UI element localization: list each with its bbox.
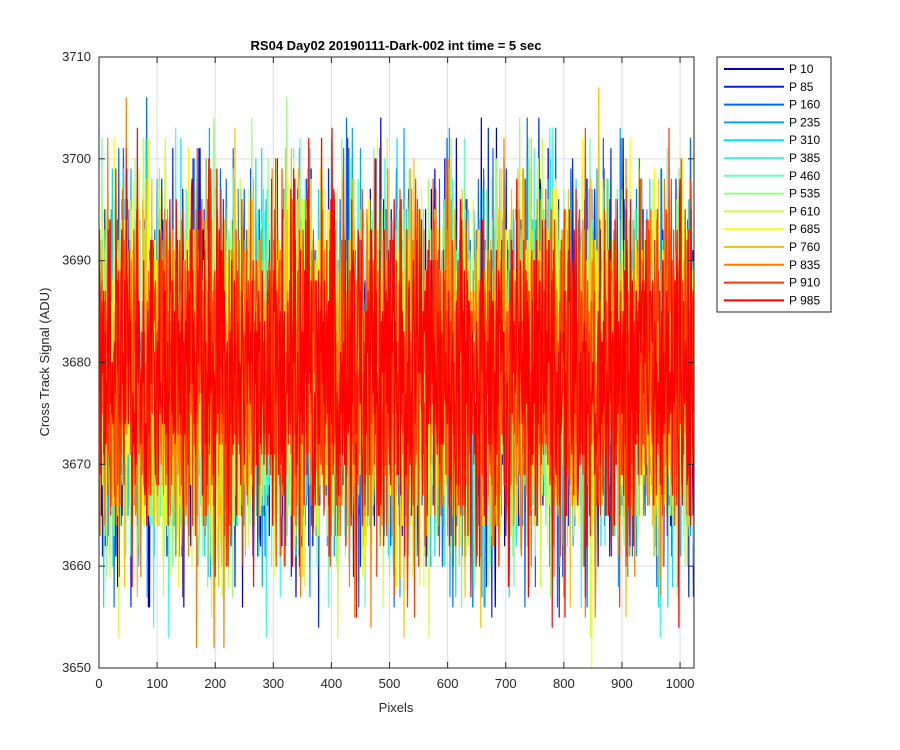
legend-label: P 610 — [789, 204, 820, 218]
series-layer — [99, 86, 694, 668]
x-tick-label: 200 — [204, 676, 226, 691]
legend-label: P 760 — [789, 240, 820, 254]
y-axis: 3650 3660 3670 3680 3690 3700 3710 — [62, 49, 694, 675]
x-tick-label: 800 — [553, 676, 575, 691]
legend-label: P 985 — [789, 293, 820, 307]
x-tick-label: 500 — [379, 676, 401, 691]
y-tick-label: 3660 — [62, 558, 91, 573]
x-axis: 0 100 200 300 400 500 600 700 800 900 1000 — [95, 57, 695, 691]
legend-label: P 160 — [789, 98, 820, 112]
legend-box — [716, 56, 832, 313]
y-tick-label: 3670 — [62, 456, 91, 471]
y-axis-title: Cross Track Signal (ADU) — [37, 288, 52, 437]
x-tick-label: 900 — [611, 676, 633, 691]
x-tick-label: 300 — [262, 676, 284, 691]
x-tick-label: 700 — [495, 676, 517, 691]
x-tick-label: 400 — [321, 676, 343, 691]
x-tick-label: 100 — [146, 676, 168, 691]
chart-title: RS04 Day02 20190111-Dark-002 int time = … — [251, 38, 542, 53]
legend-label: P 535 — [789, 187, 820, 201]
legend-label: P 235 — [789, 115, 820, 129]
x-axis-title: Pixels — [379, 700, 414, 715]
legend-label: P 10 — [789, 62, 814, 76]
x-tick-label: 1000 — [666, 676, 695, 691]
legend-label: P 310 — [789, 133, 820, 147]
x-tick-label: 600 — [437, 676, 459, 691]
series-line-p985 — [99, 127, 694, 628]
y-tick-label: 3690 — [62, 253, 91, 268]
series-line-p910 — [99, 127, 694, 618]
y-tick-label: 3700 — [62, 151, 91, 166]
y-tick-label: 3710 — [62, 49, 91, 64]
legend-label: P 460 — [789, 169, 820, 183]
y-tick-label: 3680 — [62, 355, 91, 370]
legend-label: P 835 — [789, 258, 820, 272]
legend-label: P 85 — [789, 80, 814, 94]
legend-label: P 910 — [789, 276, 820, 290]
x-tick-label: 0 — [95, 676, 102, 691]
legend: P 10 P 85 P 160 P 235 P 310 P 385 P 460 P 535 P … — [716, 56, 832, 313]
legend-label: P 385 — [789, 151, 820, 165]
y-tick-label: 3650 — [62, 660, 91, 675]
legend-label: P 685 — [789, 222, 820, 236]
